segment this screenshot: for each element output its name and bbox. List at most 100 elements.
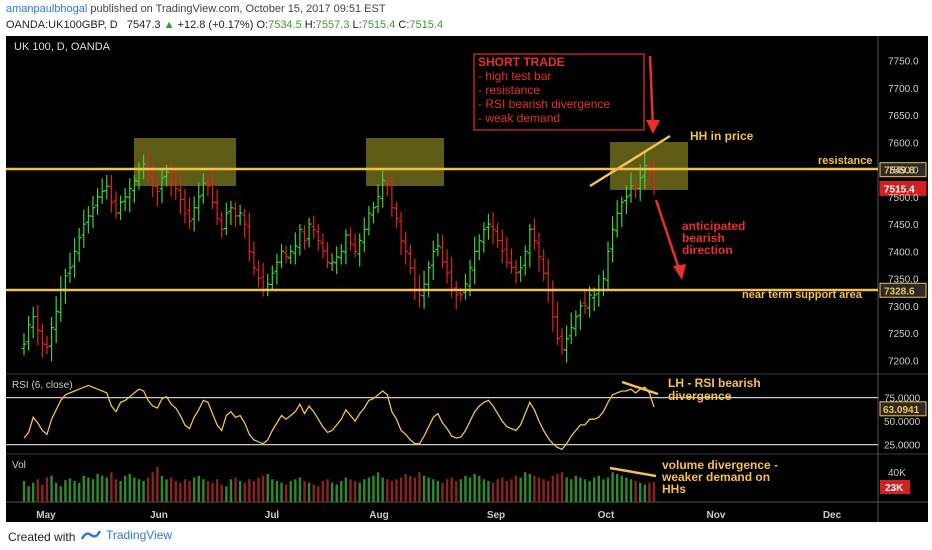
volume-bar xyxy=(376,472,380,502)
price-marker-label: 7549.8 xyxy=(884,166,915,177)
volume-bar xyxy=(524,472,527,502)
volume-bar xyxy=(128,474,131,502)
volume-bar xyxy=(335,484,338,502)
volume-label: Vol xyxy=(12,460,26,471)
volume-bar xyxy=(353,481,357,502)
red-arrow-bearish-head xyxy=(673,264,686,280)
volume-tick-label: 40K xyxy=(888,468,906,479)
footer: Created with TradingView xyxy=(0,524,932,550)
quote-line: OANDA:UK100GBP, D 7547.3 ▲ +12.8 (+0.17%… xyxy=(6,19,443,31)
low-value: 7515.4 xyxy=(361,19,396,31)
volume-bar xyxy=(427,477,430,502)
resistance-label: resistance xyxy=(818,155,872,167)
volume-bar xyxy=(50,475,53,502)
x-tick-label: Oct xyxy=(598,510,615,521)
volume-bar xyxy=(206,481,210,502)
volume-bar xyxy=(464,475,467,502)
rsi-current-label: 63.0941 xyxy=(883,405,920,416)
y-tick-label: 7350.0 xyxy=(888,275,919,286)
tradingview-logo-icon xyxy=(80,530,102,540)
volume-bar xyxy=(551,475,555,502)
author-link[interactable]: amanpaulbhogal xyxy=(6,3,88,15)
volume-bar xyxy=(275,481,279,502)
volume-bar xyxy=(96,474,99,502)
volume-bar xyxy=(142,481,145,502)
published-text: published on TradingView.com, October 15… xyxy=(87,3,386,15)
volume-bar xyxy=(491,482,495,502)
volume-bar xyxy=(436,481,440,502)
volume-bar xyxy=(41,484,44,502)
y-tick-label: 7400.0 xyxy=(888,247,919,258)
y-tick-label: 7650.0 xyxy=(888,111,919,122)
volume-bar xyxy=(280,482,283,502)
volume-bar xyxy=(307,482,311,502)
volume-bar xyxy=(547,481,550,502)
volume-bar xyxy=(537,477,541,502)
volume-bar xyxy=(174,481,177,502)
volume-bar xyxy=(160,475,164,502)
volume-bar xyxy=(229,479,233,502)
price-change: +12.8 (+0.17%) xyxy=(177,19,254,31)
volume-bar xyxy=(321,481,325,502)
volume-bar xyxy=(156,467,159,502)
volume-bar xyxy=(625,477,628,502)
volume-bar xyxy=(565,477,568,502)
y-tick-label: 7500.0 xyxy=(888,193,919,204)
volume-bar xyxy=(22,481,26,502)
volume-bar xyxy=(298,477,302,502)
volume-bar xyxy=(114,479,118,502)
up-arrow-icon: ▲ xyxy=(163,19,175,31)
volume-bar xyxy=(188,481,191,502)
volume-bar xyxy=(455,481,458,502)
volume-bar xyxy=(390,481,394,502)
high-label: H: xyxy=(304,19,316,31)
volume-bar xyxy=(54,482,58,502)
volume-bar xyxy=(77,482,81,502)
volume-bar xyxy=(574,475,578,502)
volume-bar xyxy=(151,472,154,502)
x-tick-label: Dec xyxy=(823,510,842,521)
volume-bar xyxy=(510,479,513,502)
volume-bar xyxy=(110,472,113,502)
volume-bar xyxy=(487,481,490,502)
volume-bar xyxy=(358,482,361,502)
volume-bar xyxy=(202,479,205,502)
short-trade-line: - weak demand xyxy=(478,111,560,125)
rsi-divergence-label: LH - RSI bearish xyxy=(668,376,761,390)
volume-bar xyxy=(303,481,306,502)
volume-bar xyxy=(519,477,522,502)
short-trade-line: - high test bar xyxy=(478,69,551,83)
highlight-box xyxy=(134,138,236,186)
price-marker-box xyxy=(879,282,927,298)
tradingview-brand[interactable]: TradingView xyxy=(80,528,172,542)
volume-bar xyxy=(211,482,214,502)
volume-bar xyxy=(597,475,601,502)
volume-bar xyxy=(192,477,196,502)
chart-area[interactable]: 7549.8 7515.4 7328.6 SHORT TRADE - high tes… xyxy=(6,36,928,522)
x-tick-label: Jun xyxy=(150,510,168,521)
volume-bar xyxy=(340,481,343,502)
rsi-tick-label: 25.0000 xyxy=(884,441,921,452)
x-tick-label: Sep xyxy=(487,510,505,521)
volume-bar xyxy=(482,479,486,502)
rsi-current-box xyxy=(879,401,927,417)
chart-background xyxy=(6,36,928,522)
volume-bar xyxy=(386,479,389,502)
x-tick-label: Jul xyxy=(265,510,280,521)
red-arrow-down-head xyxy=(646,120,660,134)
volume-bar xyxy=(344,477,348,502)
volume-bar xyxy=(399,477,403,502)
short-trade-line: SHORT TRADE xyxy=(478,55,565,69)
volume-bar xyxy=(588,481,591,502)
y-tick-label: 7750.0 xyxy=(888,57,919,68)
volume-bar xyxy=(234,477,237,502)
high-value: 7557.3 xyxy=(315,19,350,31)
volume-bar xyxy=(560,472,564,502)
anticipated-label: direction xyxy=(682,243,733,257)
y-tick-label: 7550.0 xyxy=(888,166,919,177)
low-label: L: xyxy=(352,19,362,31)
volume-bar xyxy=(409,475,412,502)
volume-bar xyxy=(284,484,288,502)
highlight-box xyxy=(366,138,444,186)
red-arrow-bearish xyxy=(654,199,682,273)
